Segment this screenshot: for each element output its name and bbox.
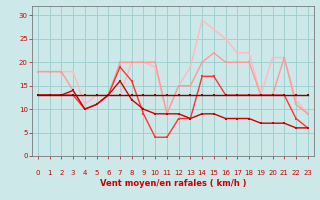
X-axis label: Vent moyen/en rafales ( km/h ): Vent moyen/en rafales ( km/h ) — [100, 179, 246, 188]
